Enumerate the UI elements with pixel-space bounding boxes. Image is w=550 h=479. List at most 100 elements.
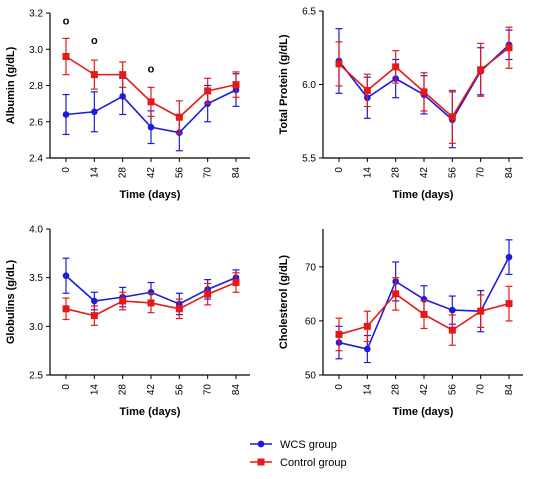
chart-panel-1: 2.4 2.6 2.8 3.0 3.2 0 14 28 42 56 70 84 Time (days) A… [5, 9, 250, 201]
control-point [363, 322, 371, 330]
x-tick-label: 28 [118, 384, 129, 396]
legend-control-marker [257, 458, 265, 466]
y-tick-label: 60 [305, 316, 317, 327]
legend-wcs-label: WCS group [280, 439, 337, 451]
x-tick-label: 14 [362, 167, 373, 179]
y-axis-title: Total Protein (g/dL) [278, 34, 290, 134]
y-tick-label: 2.8 [29, 81, 43, 92]
y-tick-label: 3.5 [29, 273, 43, 284]
control-point [175, 113, 183, 121]
x-axis-title: Time (days) [393, 189, 454, 201]
x-axis-title: Time (days) [120, 189, 181, 201]
control-point [420, 88, 428, 96]
control-point [477, 66, 485, 74]
control-point [175, 305, 183, 313]
y-tick-label: 50 [305, 371, 317, 382]
control-point [335, 60, 343, 68]
wcs-point [62, 272, 70, 280]
control-point [448, 113, 456, 121]
x-tick-label: 14 [89, 384, 100, 396]
x-tick-label: 56 [447, 384, 458, 396]
x-tick-label: 84 [504, 384, 515, 396]
x-axis-title: Time (days) [393, 406, 454, 418]
x-tick-label: 70 [476, 384, 487, 396]
control-point [232, 279, 240, 287]
x-tick-label: 42 [419, 384, 430, 396]
control-point [392, 63, 400, 71]
chart-panel-4: 50 60 70 0 14 28 42 56 70 84 Time (days) Cholestero… [278, 229, 523, 418]
y-axis-title: Cholesterol (g/dL) [278, 255, 290, 349]
control-point [392, 290, 400, 298]
x-tick-label: 70 [476, 167, 487, 179]
legend-wcs-marker [257, 440, 265, 448]
control-point [147, 98, 155, 106]
y-tick-label: 5.5 [302, 154, 316, 165]
control-point [147, 299, 155, 307]
control-point [477, 307, 485, 315]
x-tick-label: 14 [362, 384, 373, 396]
x-tick-label: 0 [61, 167, 72, 173]
series-control [335, 277, 513, 352]
control-point [62, 305, 70, 313]
x-tick-label: 84 [231, 384, 242, 396]
wcs-point [91, 108, 98, 116]
wcs-point [364, 345, 371, 353]
x-tick-label: 0 [61, 384, 72, 390]
y-tick-label: 2.4 [29, 154, 43, 165]
wcs-point [91, 297, 98, 305]
x-tick-label: 28 [391, 167, 402, 179]
wcs-point [62, 111, 70, 118]
wcs-point [449, 306, 456, 314]
x-tick-label: 0 [334, 167, 345, 173]
control-point [505, 44, 513, 52]
y-axis-title: Albumin (g/dL) [5, 46, 17, 124]
wcs-point [505, 253, 513, 261]
y-tick-label: 3.0 [29, 45, 43, 56]
legend: WCS group Control group [250, 439, 347, 469]
wcs-point [119, 93, 126, 100]
control-point [90, 71, 98, 79]
significance-marker: o [63, 15, 70, 27]
y-tick-label: 6.5 [302, 7, 316, 18]
x-axis-title: Time (days) [120, 406, 181, 418]
legend-control-label: Control group [280, 457, 347, 469]
control-point [119, 297, 127, 305]
significance-marker: o [148, 63, 155, 75]
x-tick-label: 84 [504, 167, 515, 179]
control-point [119, 71, 127, 79]
x-tick-label: 42 [419, 167, 430, 179]
control-point [90, 312, 98, 320]
x-tick-label: 56 [447, 167, 458, 179]
control-point [204, 290, 212, 298]
y-tick-label: 2.5 [29, 371, 43, 382]
x-tick-label: 70 [203, 167, 214, 179]
x-tick-label: 56 [174, 167, 185, 179]
x-tick-label: 14 [89, 167, 100, 179]
x-tick-label: 84 [231, 167, 242, 179]
x-tick-label: 0 [334, 384, 345, 390]
y-tick-label: 70 [305, 262, 317, 273]
y-tick-label: 3.2 [29, 9, 43, 20]
wcs-point [147, 123, 155, 131]
chart-panels: 2.4 2.6 2.8 3.0 3.2 0 14 28 42 56 70 84 Time (days) A… [5, 7, 523, 418]
x-tick-label: 42 [146, 384, 157, 396]
control-point [204, 87, 212, 95]
control-point [363, 86, 371, 94]
legend-control: Control group [250, 457, 347, 469]
series-control [62, 272, 240, 326]
y-tick-label: 4.0 [29, 225, 43, 236]
y-tick-label: 6.0 [302, 80, 316, 91]
control-point [505, 300, 513, 308]
significance-marker: o [91, 35, 98, 47]
chart-panel-2: 5.5 6.0 6.5 0 14 28 42 56 70 84 Time (days) Total P… [278, 7, 523, 201]
control-point [420, 310, 428, 318]
y-tick-label: 2.6 [29, 117, 43, 128]
x-tick-label: 56 [174, 384, 185, 396]
legend-wcs: WCS group [250, 439, 337, 451]
control-point [232, 81, 240, 89]
chart-panel-3: 2.5 3.0 3.5 4.0 0 14 28 42 56 70 84 Time (days) Glob… [5, 225, 250, 418]
series-control [335, 26, 513, 144]
control-point [335, 330, 343, 338]
y-tick-label: 3.0 [29, 322, 43, 333]
